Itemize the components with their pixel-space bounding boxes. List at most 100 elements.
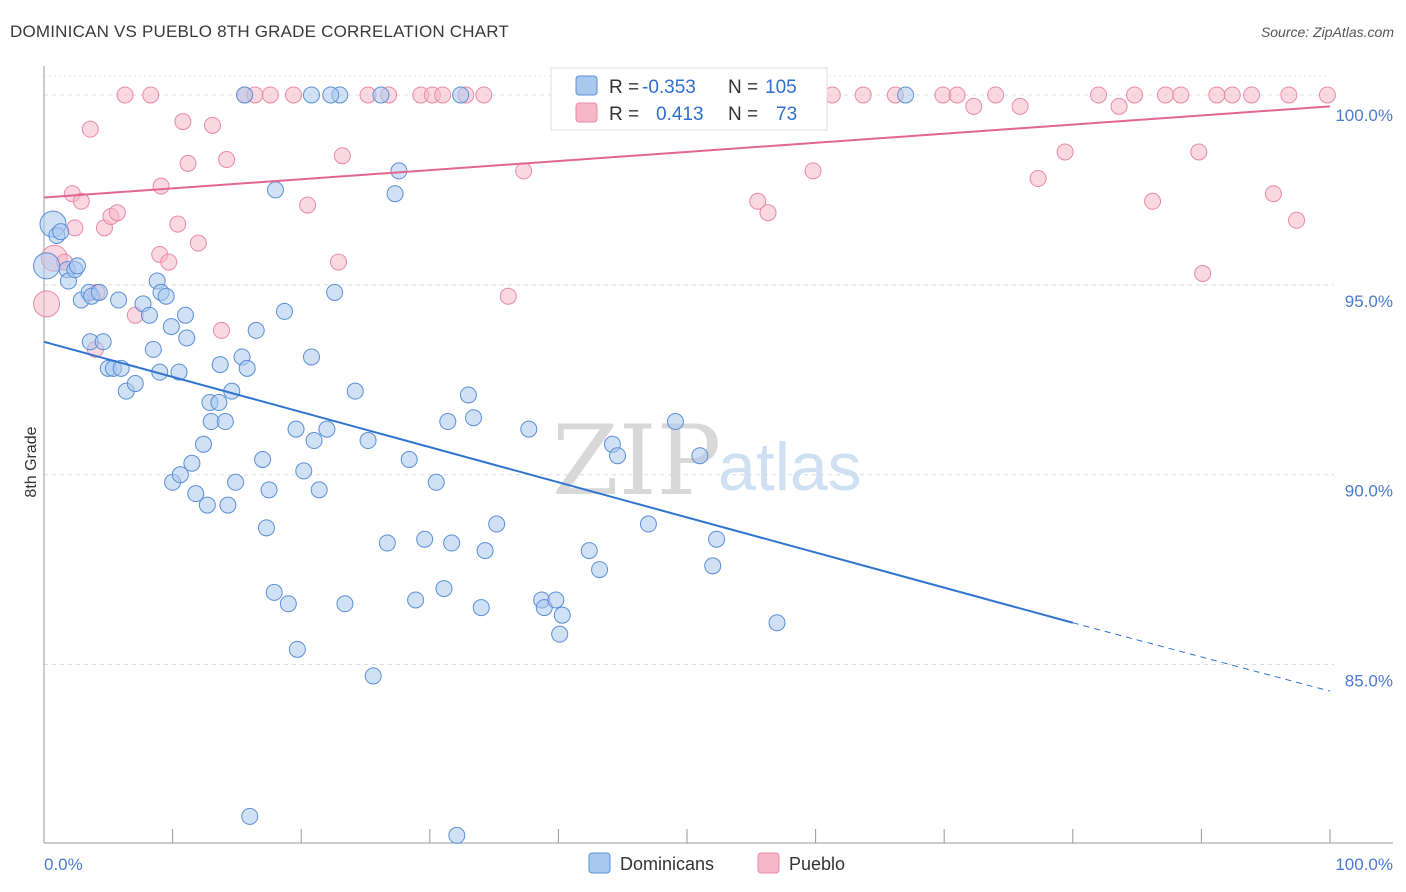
- dominican-point: [708, 530, 726, 548]
- pueblo-point: [759, 204, 777, 222]
- dominican-point: [94, 333, 112, 351]
- dominican-point: [591, 561, 609, 579]
- dominican-point: [553, 606, 571, 624]
- dominican-point: [287, 420, 305, 438]
- dominican-point: [254, 451, 272, 468]
- dominican-point: [346, 382, 364, 400]
- legend-top: R = -0.353 N = 105 R = 0.413 N = 73: [550, 67, 828, 131]
- pueblo-point: [329, 253, 347, 271]
- bottom-legend-swatch-dominicans: [588, 852, 611, 874]
- pueblo-point: [333, 147, 351, 165]
- pueblo-point: [174, 113, 192, 131]
- pueblo-point: [299, 196, 317, 214]
- pueblo-point: [1318, 86, 1336, 104]
- pueblo-point: [160, 253, 178, 271]
- tick-labels: 85.0% 90.0% 95.0% 100.0% 0.0% 100.0%: [44, 106, 1393, 874]
- dominican-point: [439, 413, 457, 431]
- x-tick-label: 100.0%: [1335, 855, 1393, 874]
- dominican-point: [211, 356, 229, 374]
- dominican-point: [386, 185, 404, 203]
- dominican-point: [326, 283, 344, 301]
- pueblo-point: [169, 215, 187, 233]
- bottom-legend-pueblo: Pueblo: [789, 854, 845, 874]
- dominican-point: [443, 534, 461, 552]
- dominicans-trendline-extension: [1072, 622, 1331, 692]
- dominican-point: [390, 162, 408, 180]
- pueblo-point: [203, 116, 221, 134]
- dominican-point: [126, 375, 144, 393]
- pueblo-point: [1011, 97, 1029, 115]
- dominican-points: [33, 86, 915, 844]
- pueblo-point: [1208, 86, 1226, 104]
- pueblo-point: [261, 86, 279, 104]
- pueblo-point: [1280, 86, 1298, 104]
- dominican-point: [310, 481, 328, 499]
- dominican-point: [897, 86, 915, 104]
- dominican-point: [364, 667, 382, 685]
- dominican-point: [666, 413, 684, 431]
- dominican-point: [260, 481, 278, 499]
- legend-swatch-pueblo: [575, 102, 598, 123]
- pueblo-point: [965, 97, 983, 115]
- pueblo-point: [1243, 86, 1261, 104]
- dominican-point: [187, 485, 205, 503]
- dominican-point: [639, 515, 657, 533]
- dominican-point: [144, 340, 162, 358]
- dominican-point: [336, 595, 354, 613]
- pueblo-point: [152, 177, 170, 195]
- gridlines: [44, 75, 1334, 666]
- legend-n-label-1: N =: [728, 77, 758, 98]
- dominican-point: [170, 363, 188, 381]
- pueblo-point: [948, 86, 966, 104]
- dominican-point: [407, 591, 425, 609]
- dominican-point: [216, 413, 234, 431]
- pueblo-point: [218, 151, 236, 169]
- watermark-zip: ZIP: [552, 405, 721, 517]
- dominican-point: [768, 614, 786, 632]
- legend-r-label-2: R =: [609, 104, 639, 125]
- pueblo-point: [33, 290, 61, 318]
- pueblo-point: [515, 162, 533, 180]
- chart-title: DOMINICAN VS PUEBLO 8TH GRADE CORRELATIO…: [10, 22, 510, 41]
- pueblo-point: [1190, 143, 1208, 161]
- dominican-point: [302, 348, 320, 366]
- legend-n-value-1: 105: [765, 77, 797, 98]
- legend-n-value-2: 73: [776, 104, 797, 125]
- x-tick-label: 0.0%: [44, 855, 83, 874]
- pueblo-point: [72, 192, 90, 210]
- pueblo-point: [475, 86, 493, 104]
- pueblo-point: [1090, 86, 1108, 104]
- dominican-point: [247, 321, 265, 339]
- dominican-point: [704, 557, 722, 575]
- dominican-point: [238, 359, 256, 377]
- pueblo-point: [1288, 211, 1306, 229]
- dominican-point: [241, 807, 259, 825]
- trendlines: [43, 105, 1331, 692]
- pueblo-point: [212, 321, 230, 339]
- dominican-point: [176, 306, 194, 324]
- dominican-point: [400, 451, 418, 468]
- dominican-point: [295, 462, 313, 480]
- dominican-point: [210, 394, 228, 412]
- pueblo-point: [1144, 192, 1162, 210]
- pueblo-point: [749, 192, 767, 210]
- dominican-point: [580, 542, 598, 560]
- dominican-point: [472, 599, 490, 617]
- pueblo-point: [142, 86, 160, 104]
- legend-bottom: Dominicans Pueblo: [588, 852, 845, 874]
- dominican-point: [322, 86, 340, 104]
- dominican-point: [435, 580, 453, 598]
- dominican-point: [202, 413, 220, 431]
- bottom-legend-dominicans: Dominicans: [620, 854, 714, 874]
- dominican-point: [162, 318, 180, 336]
- dominicans-trendline: [43, 340, 1074, 624]
- dominican-point: [140, 306, 158, 324]
- dominican-point: [198, 496, 216, 514]
- pueblo-point: [1223, 86, 1241, 104]
- pueblo-point: [81, 120, 99, 138]
- pueblo-point: [179, 154, 197, 172]
- dominican-point: [110, 291, 128, 309]
- dominican-point: [476, 542, 494, 560]
- dominican-point: [427, 473, 445, 491]
